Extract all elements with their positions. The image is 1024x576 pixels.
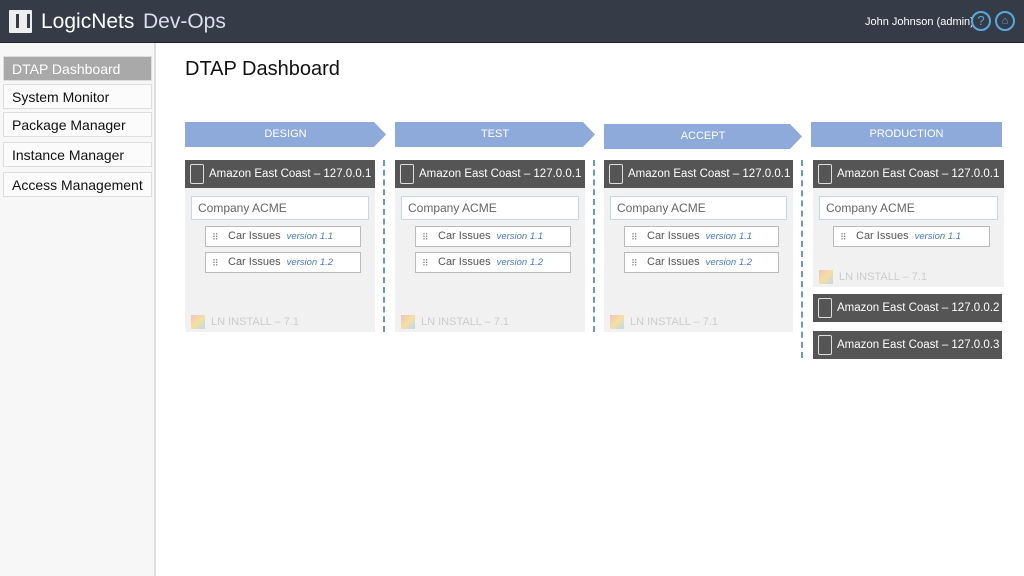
grid-icon: ⠿	[631, 232, 638, 242]
grid-icon: ⠿	[422, 232, 429, 242]
package-name: Car Issues	[228, 256, 281, 268]
company-box[interactable]: Company ACME	[401, 196, 579, 220]
sidebar-item-system-monitor[interactable]: System Monitor	[3, 84, 152, 109]
server-label: Amazon East Coast – 127.0.0.1	[209, 168, 372, 180]
server-label: Amazon East Coast – 127.0.0.2	[837, 302, 1000, 314]
stage-separator	[801, 160, 803, 358]
grid-icon: ⠿	[422, 258, 429, 268]
server-icon	[818, 298, 832, 318]
server-icon	[609, 164, 623, 184]
server-icon	[818, 335, 832, 355]
company-box[interactable]: Company ACME	[191, 196, 369, 220]
package-item[interactable]: ⠿ Car Issues version 1.1	[415, 226, 571, 247]
install-label: LN INSTALL – 7.1	[819, 270, 928, 284]
package-name: Car Issues	[647, 230, 700, 242]
sidebar-item-instance-manager[interactable]: Instance Manager	[3, 142, 152, 167]
server-label: Amazon East Coast – 127.0.0.1	[419, 168, 582, 180]
environment-card: Amazon East Coast – 127.0.0.1 Company AC…	[813, 160, 1004, 287]
package-name: Car Issues	[228, 230, 281, 242]
package-version: version 1.2	[286, 257, 334, 268]
server-icon	[400, 164, 414, 184]
app-name: Dev-Ops	[143, 10, 226, 33]
stage-accept[interactable]: ACCEPT	[604, 124, 802, 149]
server-header[interactable]: Amazon East Coast – 127.0.0.1	[604, 160, 793, 188]
install-icon	[401, 315, 415, 329]
package-item[interactable]: ⠿ Car Issues version 1.1	[833, 226, 990, 247]
install-icon	[610, 315, 624, 329]
server-label: Amazon East Coast – 127.0.0.3	[837, 339, 1000, 351]
logicnets-logo-icon	[9, 10, 32, 33]
user-name[interactable]: John Johnson (admin)	[865, 16, 974, 28]
install-text: LN INSTALL – 7.1	[839, 271, 928, 283]
server-header[interactable]: Amazon East Coast – 127.0.0.3	[813, 331, 1002, 359]
package-name: Car Issues	[438, 256, 491, 268]
grid-icon: ⠿	[212, 232, 219, 242]
home-icon[interactable]: ⌂	[995, 11, 1015, 31]
grid-icon: ⠿	[631, 258, 638, 268]
install-label: LN INSTALL – 7.1	[401, 315, 510, 329]
top-bar: LogicNets Dev-Ops John Johnson (admin) ?…	[0, 0, 1024, 43]
package-item[interactable]: ⠿ Car Issues version 1.2	[415, 252, 571, 273]
package-version: version 1.2	[496, 257, 544, 268]
server-header[interactable]: Amazon East Coast – 127.0.0.1	[185, 160, 375, 188]
environment-card: Amazon East Coast – 127.0.0.1 Company AC…	[604, 160, 793, 332]
install-text: LN INSTALL – 7.1	[211, 316, 300, 328]
package-version: version 1.1	[914, 231, 962, 242]
sidebar: DTAP Dashboard System Monitor Package Ma…	[0, 43, 156, 576]
package-version: version 1.1	[496, 231, 544, 242]
package-item[interactable]: ⠿ Car Issues version 1.1	[205, 226, 361, 247]
server-header[interactable]: Amazon East Coast – 127.0.0.1	[395, 160, 585, 188]
stage-separator	[383, 160, 385, 332]
package-name: Car Issues	[856, 230, 909, 242]
environment-card: Amazon East Coast – 127.0.0.1 Company AC…	[185, 160, 375, 332]
install-icon	[191, 315, 205, 329]
package-item[interactable]: ⠿ Car Issues version 1.2	[624, 252, 779, 273]
grid-icon: ⠿	[212, 258, 219, 268]
grid-icon: ⠿	[840, 232, 847, 242]
install-icon	[819, 270, 833, 284]
help-icon[interactable]: ?	[971, 11, 991, 31]
package-version: version 1.1	[286, 231, 334, 242]
package-version: version 1.2	[705, 257, 753, 268]
stage-separator	[593, 160, 595, 332]
server-icon	[818, 164, 832, 184]
server-header[interactable]: Amazon East Coast – 127.0.0.2	[813, 294, 1002, 322]
server-icon	[190, 164, 204, 184]
package-version: version 1.1	[705, 231, 753, 242]
page-title: DTAP Dashboard	[185, 58, 340, 80]
install-label: LN INSTALL – 7.1	[191, 315, 300, 329]
stage-test[interactable]: TEST	[395, 122, 595, 147]
sidebar-item-package-manager[interactable]: Package Manager	[3, 112, 152, 137]
sidebar-item-access-management[interactable]: Access Management	[3, 172, 152, 197]
company-box[interactable]: Company ACME	[610, 196, 787, 220]
package-item[interactable]: ⠿ Car Issues version 1.2	[205, 252, 361, 273]
stage-design[interactable]: DESIGN	[185, 122, 386, 147]
package-name: Car Issues	[438, 230, 491, 242]
stage-production[interactable]: PRODUCTION	[811, 122, 1002, 147]
company-box[interactable]: Company ACME	[819, 196, 998, 220]
package-item[interactable]: ⠿ Car Issues version 1.1	[624, 226, 779, 247]
install-label: LN INSTALL – 7.1	[610, 315, 719, 329]
server-label: Amazon East Coast – 127.0.0.1	[628, 168, 791, 180]
environment-card: Amazon East Coast – 127.0.0.1 Company AC…	[395, 160, 585, 332]
brand-name: LogicNets	[41, 10, 135, 33]
server-label: Amazon East Coast – 127.0.0.1	[837, 168, 1000, 180]
sidebar-item-dtap-dashboard[interactable]: DTAP Dashboard	[3, 56, 152, 81]
install-text: LN INSTALL – 7.1	[421, 316, 510, 328]
package-name: Car Issues	[647, 256, 700, 268]
install-text: LN INSTALL – 7.1	[630, 316, 719, 328]
server-header[interactable]: Amazon East Coast – 127.0.0.1	[813, 160, 1004, 188]
